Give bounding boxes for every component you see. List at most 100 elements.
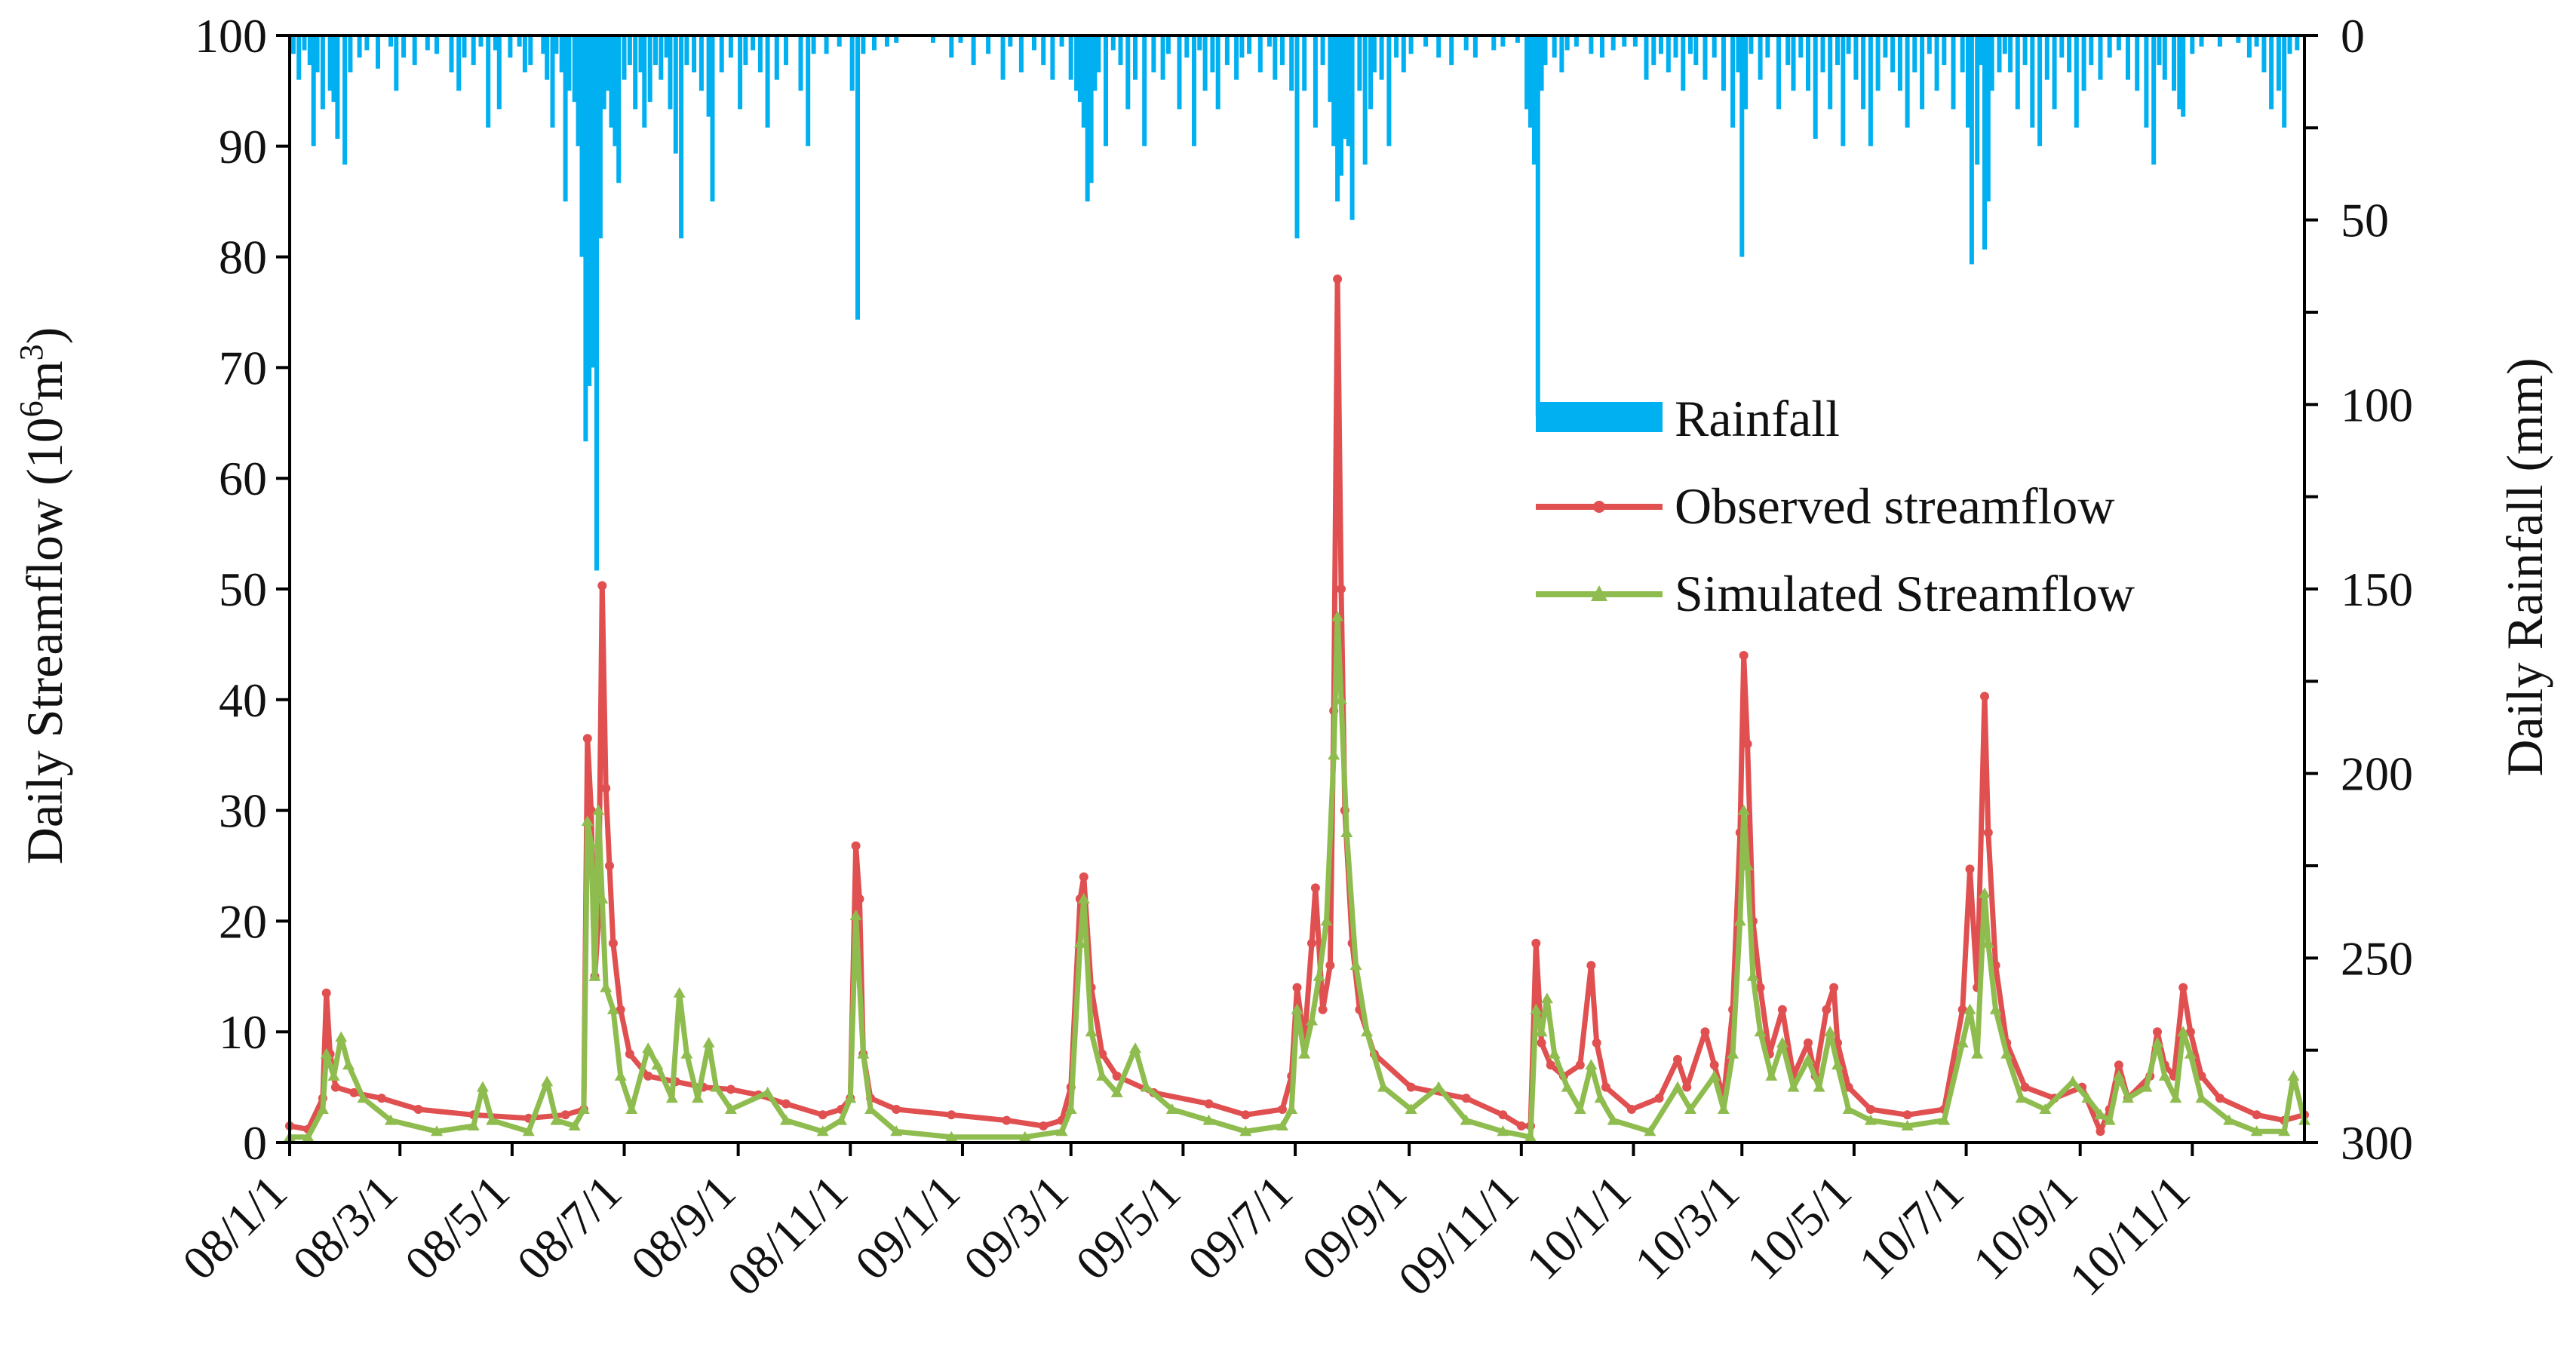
- rainfall-bar-102: [1059, 35, 1064, 47]
- observed-point-121: [2178, 983, 2188, 992]
- rainfall-bar-97: [1008, 35, 1013, 47]
- rainfall-bar-41: [576, 35, 581, 146]
- rainfall-bar-26: [486, 35, 491, 128]
- rainfall-bar-37: [559, 35, 564, 72]
- rainfall-bar-16: [394, 35, 399, 91]
- observed-point-17: [597, 581, 607, 591]
- observed-point-37: [947, 1110, 956, 1120]
- rainfall-bar-138: [1313, 35, 1318, 128]
- rainfall-bar-227: [1982, 35, 1987, 250]
- rainfall-bar-130: [1247, 35, 1252, 54]
- rainfall-bar-18: [412, 35, 417, 66]
- simulated-point-127: [2169, 1092, 2182, 1103]
- observed-point-38: [1002, 1115, 1012, 1125]
- rainfall-bar-247: [2126, 35, 2130, 80]
- rainfall-bar-144: [1342, 35, 1347, 139]
- left-tick-label-80: 80: [219, 231, 267, 284]
- observed-point-5: [330, 1082, 340, 1092]
- rainfall-bar-100: [1041, 35, 1046, 66]
- rainfall-bar-263: [2269, 35, 2274, 109]
- simulated-point-125: [2151, 1036, 2163, 1048]
- rainfall-bar-106: [1081, 35, 1086, 128]
- simulated-point-93: [1733, 915, 1746, 926]
- simulated-point-54: [1129, 1042, 1141, 1054]
- simulated-point-82: [1561, 1081, 1574, 1092]
- rainfall-bar-22: [456, 35, 462, 91]
- observed-point-77: [1601, 1082, 1610, 1092]
- observed-point-74: [1575, 1060, 1585, 1070]
- simulated-point-17: [577, 1103, 590, 1114]
- rainfall-bar-182: [1666, 35, 1671, 72]
- rainfall-bar-208: [1853, 35, 1859, 80]
- rainfall-bar-103: [1068, 35, 1073, 80]
- rainfall-bar-214: [1897, 35, 1902, 91]
- rainfall-bar-56: [633, 35, 638, 109]
- simulated-point-21: [592, 804, 605, 815]
- simulated-point-126: [2158, 1069, 2171, 1081]
- rainfall-bar-206: [1841, 35, 1846, 146]
- observed-point-124: [2215, 1094, 2224, 1103]
- rainfall-bar-162: [1500, 35, 1506, 47]
- rainfall-bar-1: [296, 35, 302, 80]
- rainfall-bar-47: [594, 35, 599, 571]
- simulated-point-44: [890, 1125, 903, 1137]
- rainfall-bar-91: [931, 35, 935, 43]
- rainfall-bar-188: [1712, 35, 1717, 58]
- simulated-point-131: [2223, 1114, 2236, 1125]
- simulated-point-94: [1737, 804, 1750, 815]
- simulated-point-69: [1340, 827, 1353, 837]
- observed-point-94: [1804, 1038, 1813, 1048]
- simulated-point-91: [1717, 1103, 1730, 1114]
- rainfall-bar-29: [508, 35, 513, 58]
- rainfall-bar-137: [1302, 35, 1307, 91]
- rainfall-bar-101: [1050, 35, 1055, 80]
- simulated-point-22: [596, 893, 609, 903]
- simulated-point-16: [568, 1120, 581, 1130]
- rainfall-bar-33: [541, 35, 546, 54]
- rainfall-bar-185: [1688, 35, 1693, 54]
- simulated-point-86: [1607, 1114, 1620, 1125]
- rainfall-bar-90: [894, 35, 899, 43]
- simulated-point-81: [1548, 1048, 1561, 1059]
- simulated-point-61: [1291, 1003, 1303, 1014]
- rainfall-bar-176: [1610, 35, 1616, 51]
- rainfall-bar-72: [728, 35, 733, 58]
- rainfall-bar-89: [885, 35, 889, 47]
- rainfall-bar-187: [1702, 35, 1708, 80]
- simulated-point-47: [1055, 1125, 1068, 1137]
- left-tick-label-0: 0: [243, 1116, 267, 1170]
- rainfall-bar-8: [331, 35, 336, 103]
- rainfall-bar-193: [1743, 35, 1749, 109]
- observed-point-50: [1278, 1105, 1287, 1114]
- rainfall-bar-235: [2030, 35, 2035, 128]
- simulated-point-120: [2094, 1109, 2107, 1120]
- rainfall-bar-0: [290, 35, 296, 54]
- simulated-point-73: [1405, 1103, 1417, 1114]
- rainfall-bar-45: [591, 35, 596, 368]
- simulated-point-33: [702, 1036, 715, 1048]
- rainfall-bar-66: [684, 35, 689, 66]
- observed-point-20: [608, 938, 618, 948]
- rainfall-bar-84: [837, 35, 842, 47]
- rainfall-bar-32: [528, 35, 533, 66]
- observed-point-39: [1039, 1121, 1049, 1130]
- observed-point-65: [1406, 1082, 1416, 1092]
- rainfall-bar-44: [587, 35, 592, 386]
- rainfall-bar-80: [798, 35, 803, 91]
- observed-point-14: [586, 805, 596, 815]
- rainfall-bar-203: [1820, 35, 1825, 72]
- observed-point-67: [1498, 1110, 1508, 1120]
- simulated-point-32: [692, 1092, 704, 1103]
- observed-point-125: [2252, 1110, 2261, 1120]
- rainfall-bar-115: [1133, 35, 1138, 80]
- rainfall-bar-212: [1883, 35, 1888, 58]
- rainfall-bar-261: [2254, 35, 2259, 47]
- rainfall-bar-171: [1559, 35, 1564, 72]
- rainfall-bar-184: [1681, 35, 1686, 91]
- rainfall-bar-158: [1449, 35, 1454, 66]
- simulated-point-108: [1938, 1114, 1951, 1125]
- observed-point-122: [2185, 1027, 2195, 1037]
- rainfall-bar-123: [1197, 35, 1202, 51]
- rainfall-bar-198: [1785, 35, 1791, 66]
- rainfall-bar-64: [673, 35, 678, 154]
